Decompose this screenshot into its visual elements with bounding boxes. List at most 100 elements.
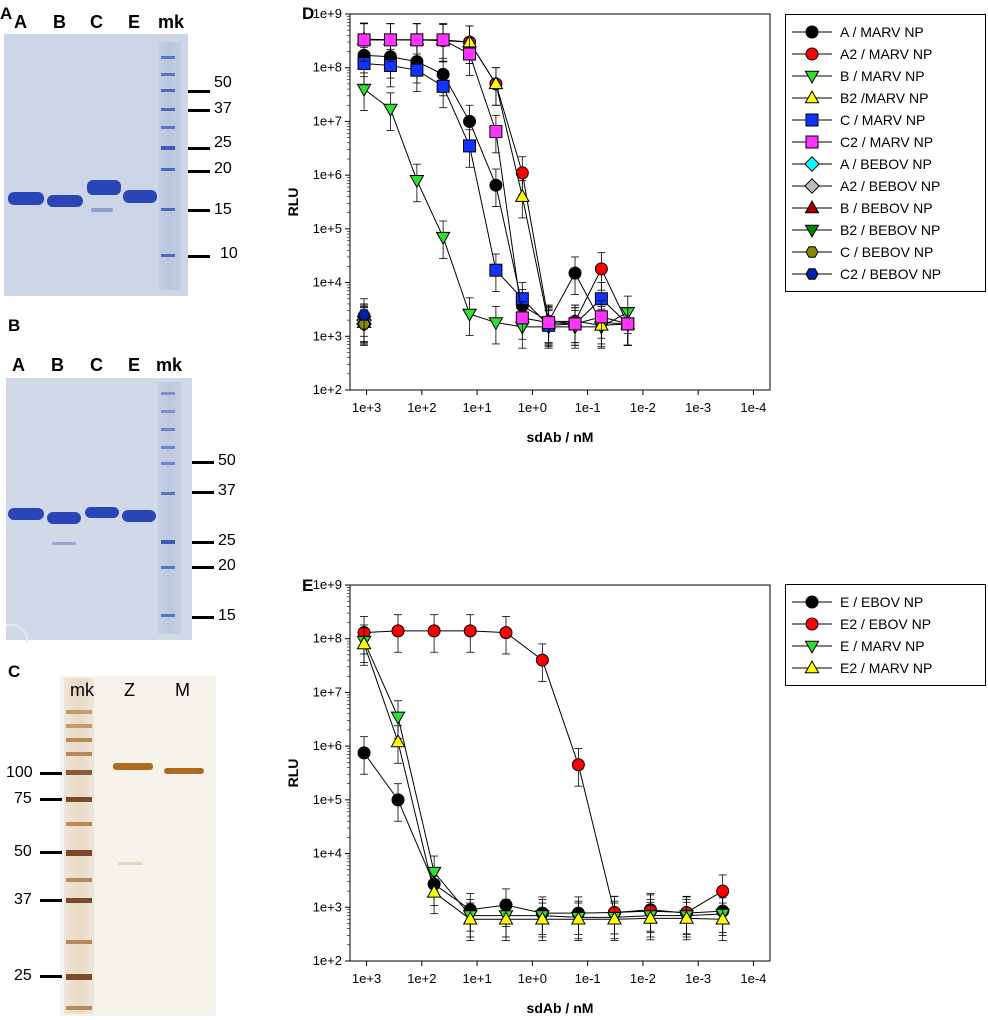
- y-tick-label: 1e+2: [313, 953, 342, 968]
- legend-marker: [804, 640, 820, 654]
- legend-chart-d: A / MARV NP A2 / MARV NP B / MARV NP B2 /MA…: [785, 14, 986, 292]
- mw-tick: [188, 90, 210, 93]
- data-point: [715, 911, 731, 925]
- gel-panel-a: [4, 34, 188, 296]
- lane-label: A: [12, 355, 25, 375]
- ladder-band: [66, 710, 92, 714]
- ladder-band: [66, 724, 92, 728]
- data-point: [463, 114, 477, 128]
- data-point: [488, 75, 504, 90]
- ladder-band: [161, 614, 175, 617]
- legend-marker: [804, 660, 820, 674]
- y-tick-label: 1e+9: [313, 577, 342, 592]
- ladder-band: [161, 108, 175, 111]
- lane-label: C: [90, 355, 103, 375]
- legend-item: E / EBOV NP: [790, 591, 985, 613]
- panel-letter-c: C: [8, 662, 21, 681]
- y-tick-label: 1e+3: [313, 899, 342, 914]
- x-tick-label: 1e-4: [740, 971, 766, 986]
- data-point: [570, 911, 586, 925]
- legend-swatch: [792, 660, 832, 674]
- mw-tick: [40, 772, 62, 775]
- legend-item: A / BEBOV NP: [790, 153, 985, 175]
- x-tick-label: 1e-4: [740, 400, 766, 415]
- data-point: [426, 866, 442, 881]
- series-0: [357, 736, 730, 935]
- lane-label: mk: [158, 12, 185, 32]
- protein-band: [52, 542, 76, 545]
- mw-tick: [188, 109, 210, 112]
- legend-label: B / MARV NP: [840, 68, 925, 84]
- series-5: [357, 23, 635, 346]
- mw-tick: [192, 461, 214, 464]
- data-point: [435, 231, 451, 246]
- legend-label: A / BEBOV NP: [840, 156, 932, 172]
- protein-band: [123, 190, 157, 203]
- ladder-band: [161, 392, 175, 395]
- legend-marker: [804, 224, 820, 238]
- x-tick-label: 1e+3: [352, 400, 381, 415]
- mw-tick: [40, 851, 62, 854]
- ladder-band: [66, 898, 92, 903]
- data-point: [356, 636, 372, 650]
- data-point: [436, 79, 450, 93]
- protein-band: [118, 862, 142, 865]
- mw-label: 50: [214, 74, 232, 91]
- data-point: [489, 124, 503, 138]
- marker-lane: [64, 678, 94, 1014]
- plot-frame: [349, 584, 771, 962]
- legend-item: B / BEBOV NP: [790, 197, 985, 219]
- mw-tick: [188, 209, 210, 212]
- lane-label: M: [175, 680, 190, 700]
- ladder-band: [161, 492, 175, 495]
- legend-swatch: [792, 640, 832, 654]
- panel-letter-a: A: [0, 4, 13, 23]
- protein-band: [8, 192, 44, 205]
- legend-label: B / BEBOV NP: [840, 200, 933, 216]
- ladder-band: [66, 822, 92, 826]
- data-point: [621, 317, 635, 331]
- data-point: [391, 793, 405, 807]
- chart-d: 1e+2 1e+3 1e+4 1e+5 1e+6 1e+7 1e+8 1e+9 1e+3 1e+2…: [285, 6, 771, 445]
- legend-swatch: [792, 246, 832, 258]
- mw-label: 25: [214, 134, 232, 151]
- data-point: [357, 746, 371, 760]
- x-tick-label: 1e-2: [630, 400, 656, 415]
- legend-swatch: [792, 617, 832, 631]
- mw-label: 10: [220, 245, 238, 262]
- chart-e: 1e+2 1e+3 1e+4 1e+5 1e+6 1e+7 1e+8 1e+9 1e+3 1e+2…: [285, 577, 771, 1016]
- data-point: [436, 33, 450, 47]
- data-point: [716, 884, 730, 898]
- ladder-band: [66, 1006, 92, 1010]
- ladder-band: [161, 410, 175, 413]
- protein-band: [47, 195, 83, 207]
- x-tick-label: 1e-1: [575, 971, 601, 986]
- mw-label: 50: [218, 452, 236, 469]
- data-point: [382, 103, 398, 117]
- ladder-band: [161, 462, 175, 465]
- protein-band: [8, 508, 44, 520]
- legend-marker: [804, 90, 820, 104]
- data-point: [515, 311, 529, 325]
- data-point: [514, 188, 530, 202]
- data-point: [390, 733, 406, 748]
- y-tick-label: 1e+8: [313, 631, 342, 646]
- data-point: [410, 33, 424, 47]
- data-point: [498, 911, 514, 925]
- ladder-band: [66, 752, 92, 756]
- data-point: [568, 317, 582, 331]
- mw-label: 37: [214, 100, 232, 117]
- data-point: [568, 266, 582, 280]
- legend-label: A2 / MARV NP: [840, 46, 933, 62]
- panel-letter-b: B: [8, 316, 21, 335]
- legend-swatch: [792, 268, 832, 280]
- ladder-band: [161, 428, 175, 431]
- x-tick-label: 1e-3: [685, 400, 711, 415]
- mw-label: 37: [218, 482, 236, 499]
- gel-panel-c: [60, 676, 216, 1016]
- panel-letter-d: D: [302, 4, 315, 23]
- mw-label: 20: [218, 557, 236, 574]
- legend-swatch: [792, 25, 832, 39]
- y-axis-title: RLU: [285, 188, 301, 217]
- data-point: [642, 910, 658, 924]
